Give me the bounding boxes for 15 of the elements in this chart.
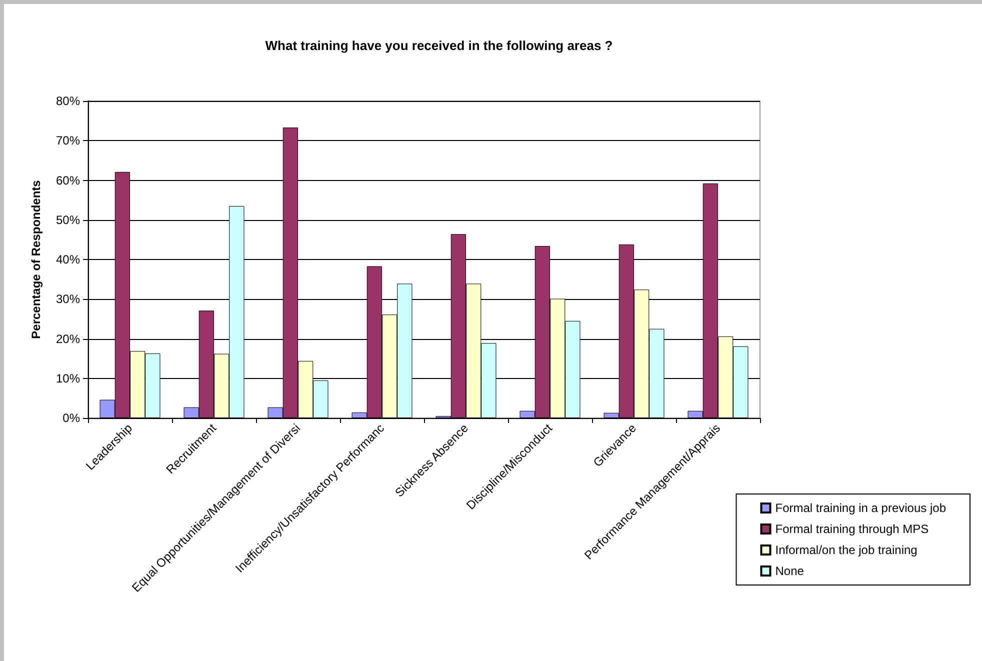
y-tick-label: 60% [56,173,80,188]
legend-label: Formal training in a previous job [775,501,946,515]
y-tick-label: 30% [56,292,80,306]
y-axis-title: Percentage of Respondents [29,180,43,339]
chart-title: What training have you received in the following areas ? [265,38,613,53]
legend-label: Formal training through MPS [775,522,929,536]
y-tick-label: 50% [56,212,80,227]
legend-label: Informal/on the job training [775,543,918,557]
legend-label: None [775,564,804,578]
y-tick-label: 0% [62,411,80,425]
y-tick-label: 10% [56,371,80,386]
y-tick-label: 40% [56,252,80,266]
y-tick-label: 80% [56,94,80,108]
y-tick-label: 20% [56,332,80,346]
y-tick-label: 70% [56,134,80,148]
